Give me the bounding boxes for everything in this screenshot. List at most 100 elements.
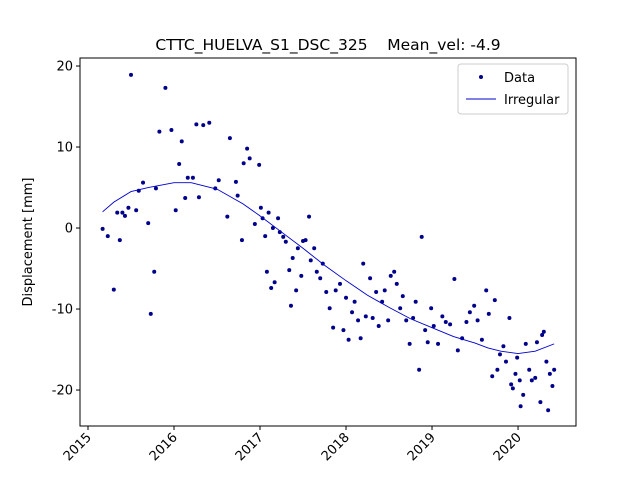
data-point [148, 311, 153, 316]
data-point [288, 303, 293, 308]
data-point [100, 226, 105, 231]
data-point [356, 318, 361, 323]
data-point [541, 329, 546, 334]
data-point [196, 195, 201, 200]
data-point [515, 355, 520, 360]
data-point [141, 180, 146, 185]
data-point [394, 281, 399, 286]
data-point [290, 255, 295, 260]
data-point [527, 367, 532, 372]
data-point [216, 178, 221, 183]
data-point [513, 371, 518, 376]
data-point [358, 336, 363, 341]
data-point [126, 205, 131, 210]
data-point [129, 72, 134, 77]
data-point [419, 234, 424, 239]
data-point [479, 337, 484, 342]
data-point [475, 318, 480, 323]
data-point [252, 221, 257, 226]
data-point [324, 290, 329, 295]
data-point [266, 210, 271, 215]
axes-frame [79, 57, 577, 427]
data-point [386, 318, 391, 323]
data-point [452, 277, 457, 282]
data-point [318, 276, 323, 281]
data-point [201, 123, 206, 128]
data-point [233, 179, 238, 184]
data-point [283, 239, 288, 244]
y-tick-label: -10 [52, 303, 73, 318]
data-point [484, 288, 489, 293]
data-point [190, 175, 195, 180]
data-point [552, 367, 557, 372]
data-point [497, 352, 502, 357]
data-point [134, 208, 139, 213]
data-point [398, 306, 403, 311]
data-point [448, 322, 453, 327]
data-point [312, 246, 317, 251]
data-point [295, 246, 300, 251]
data-point [173, 208, 178, 213]
data-point [299, 273, 304, 278]
legend-label: Data [504, 71, 535, 86]
data-point [146, 221, 151, 226]
data-point [374, 290, 379, 295]
data-point [327, 306, 332, 311]
data-point [523, 341, 528, 346]
data-point [423, 328, 428, 333]
data-point [529, 378, 534, 383]
data-point [258, 205, 263, 210]
data-point [550, 383, 555, 388]
data-point [382, 288, 387, 293]
data-point [350, 310, 355, 315]
data-point [341, 328, 346, 333]
data-point [183, 196, 188, 201]
data-point [510, 386, 515, 391]
data-point [538, 400, 543, 405]
y-tick-label: 0 [65, 222, 73, 237]
data-point [287, 268, 292, 273]
data-point [376, 324, 381, 329]
data-point [303, 238, 308, 243]
data-point [225, 214, 230, 219]
data-point [194, 122, 199, 127]
data-point [431, 324, 436, 329]
data-point [276, 216, 281, 221]
data-point [270, 226, 275, 231]
data-point [534, 340, 539, 345]
data-point [436, 341, 441, 346]
data-point [492, 298, 497, 303]
data-point [517, 378, 522, 383]
data-point [239, 238, 244, 243]
data-point [443, 319, 448, 324]
y-tick-label: 10 [56, 141, 73, 156]
chart-title: CTTC_HUELVA_S1_DSC_325 Mean_vel: -4.9 [155, 36, 500, 55]
data-point [308, 258, 313, 263]
legend-box [457, 63, 569, 115]
data-point [518, 404, 523, 409]
plot-area [100, 72, 557, 413]
data-point [163, 85, 168, 90]
data-point [247, 156, 252, 161]
data-point [264, 269, 269, 274]
data-point [257, 162, 262, 167]
data-point [501, 344, 506, 349]
data-point [179, 139, 184, 144]
data-point [153, 186, 158, 191]
data-point [388, 273, 393, 278]
data-point [361, 261, 366, 266]
data-point [235, 193, 240, 198]
data-point [241, 161, 246, 166]
data-point [120, 210, 125, 215]
data-point [455, 348, 460, 353]
data-point [503, 359, 508, 364]
data-point [352, 299, 357, 304]
data-point [157, 129, 162, 134]
data-point [440, 314, 445, 319]
data-point [337, 281, 342, 286]
data-point [263, 234, 268, 239]
y-axis-label: Displacement [mm] [21, 178, 36, 307]
data-point [105, 234, 110, 239]
data-point [521, 392, 526, 397]
